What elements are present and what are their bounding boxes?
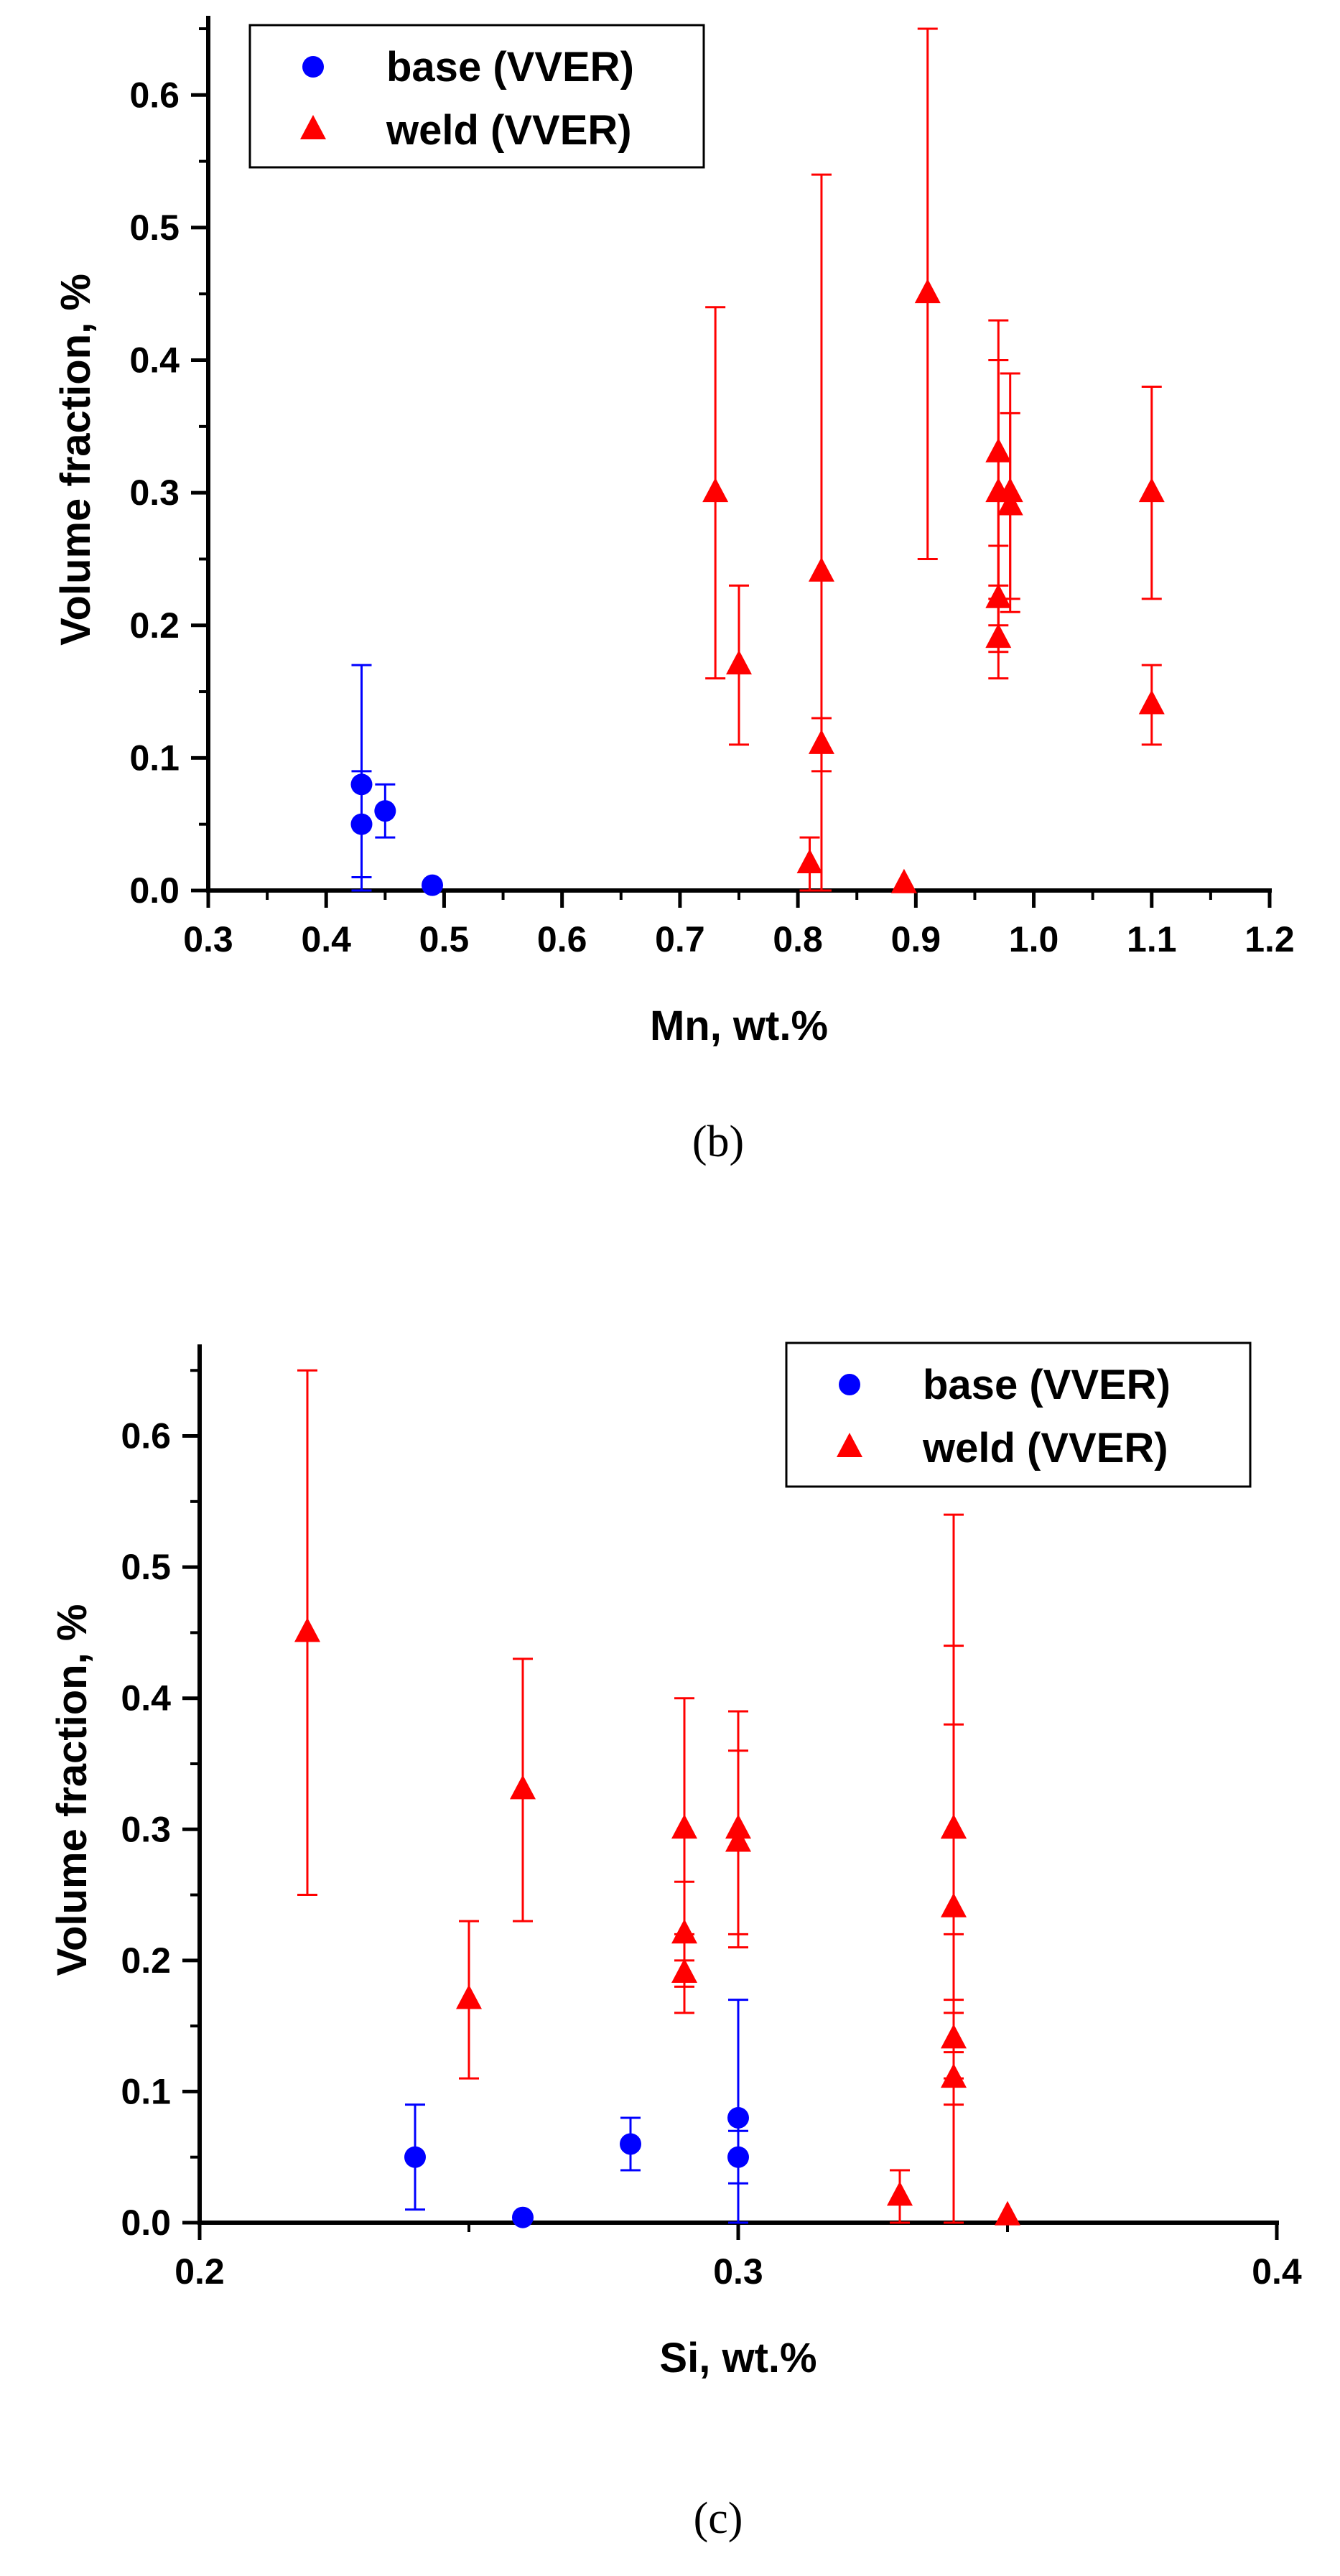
y-tick-label: 0.1 (121, 2071, 171, 2111)
data-point-triangle (985, 583, 1012, 608)
series-weld (294, 1369, 1020, 2226)
data-point-triangle (796, 848, 823, 873)
y-tick-label: 0.0 (129, 870, 180, 911)
x-tick-label: 1.2 (1244, 919, 1295, 959)
data-point-triangle (914, 279, 941, 304)
x-tick-label: 1.1 (1127, 919, 1177, 959)
legend-marker-triangle (837, 1433, 862, 1457)
y-tick-label: 0.4 (129, 340, 180, 381)
data-point-circle (404, 2146, 426, 2168)
x-tick-label: 0.7 (655, 919, 705, 959)
data-point-triangle (671, 1814, 697, 1839)
data-point-triangle (671, 1958, 697, 1984)
data-point-circle (350, 813, 373, 835)
legend-marker-circle (302, 56, 324, 78)
data-point-triangle (985, 623, 1012, 648)
data-point-triangle (808, 557, 834, 582)
x-tick-label: 0.4 (301, 919, 351, 959)
data-point-circle (512, 2206, 534, 2228)
y-tick-label: 0.4 (121, 1678, 171, 1719)
data-point-triangle (456, 1984, 482, 2009)
x-tick-label: 0.6 (537, 919, 587, 959)
data-point-triangle (941, 1814, 967, 1839)
legend-box (785, 1342, 1252, 1488)
y-axis-title: Volume fraction, % (52, 274, 99, 646)
x-axis-title: Mn, wt.% (650, 1003, 828, 1049)
data-point-triangle (294, 1617, 320, 1642)
data-point-triangle (702, 478, 729, 503)
data-point-circle (727, 2106, 749, 2129)
x-axis-title: Si, wt.% (659, 2335, 816, 2381)
data-point-circle (727, 2146, 749, 2168)
data-point-triangle (995, 2200, 1020, 2226)
series-base (404, 1999, 749, 2228)
data-point-triangle (808, 729, 834, 754)
x-tick-label: 1.0 (1009, 919, 1059, 959)
data-point-triangle (890, 868, 917, 893)
y-tick-label: 0.0 (121, 2203, 171, 2243)
data-point-circle (374, 800, 396, 822)
data-point-circle (620, 2133, 641, 2155)
legend-marker-circle (839, 1374, 860, 1395)
y-tick-label: 0.6 (129, 75, 180, 115)
legend: base (VVER) weld (VVER) (248, 24, 705, 169)
x-tick-label: 0.4 (1252, 2251, 1302, 2292)
x-tick-label: 0.9 (891, 919, 941, 959)
x-tick-label: 0.2 (175, 2251, 225, 2292)
y-tick-label: 0.5 (129, 208, 180, 248)
data-point-triangle (1138, 478, 1165, 503)
y-axis-title: Volume fraction, % (49, 1604, 96, 1976)
x-tick-label: 0.3 (183, 919, 233, 959)
legend-marker-triangle (300, 115, 326, 139)
series-base (350, 664, 444, 896)
y-tick-label: 0.3 (121, 1809, 171, 1849)
data-point-triangle (1138, 689, 1165, 715)
series-weld (702, 27, 1165, 893)
data-point-triangle (725, 1827, 751, 1852)
y-tick-label: 0.2 (121, 1940, 171, 1981)
data-point-triangle (510, 1775, 536, 1800)
data-point-triangle (887, 2181, 913, 2206)
legend-label: base (VVER) (386, 44, 634, 90)
legend: base (VVER) weld (VVER) (785, 1342, 1252, 1488)
legend-label: weld (VVER) (386, 107, 632, 154)
data-point-triangle (941, 2063, 967, 2088)
panel-caption: (b) (692, 1117, 744, 1166)
legend-label: weld (VVER) (922, 1425, 1168, 1471)
y-tick-label: 0.6 (121, 1416, 171, 1456)
legend-label: base (VVER) (923, 1362, 1171, 1408)
y-tick-label: 0.1 (129, 738, 180, 778)
data-point-triangle (671, 1919, 697, 1944)
data-point-triangle (726, 650, 752, 675)
chart-panel-b: 0.3 0.4 0.5 0.6 0.7 0.8 0.9 1.0 1.1 1.2 0.0 0.1 0.2 0… (52, 16, 1295, 1166)
chart-panel-c: 0.2 0.3 0.4 0.0 0.1 0.2 0.3 0.4 0.5 0.6 Volume fra… (49, 1342, 1302, 2543)
y-tick-label: 0.2 (129, 605, 180, 646)
data-point-circle (422, 874, 444, 896)
legend-box (248, 24, 705, 169)
x-tick-label: 0.3 (713, 2251, 763, 2292)
x-tick-label: 0.8 (773, 919, 823, 959)
y-tick-label: 0.3 (129, 473, 180, 513)
x-tick-label: 0.5 (419, 919, 470, 959)
panel-caption: (c) (694, 2494, 743, 2543)
data-point-triangle (997, 490, 1023, 516)
data-point-triangle (941, 2024, 967, 2049)
y-tick-label: 0.5 (121, 1547, 171, 1587)
